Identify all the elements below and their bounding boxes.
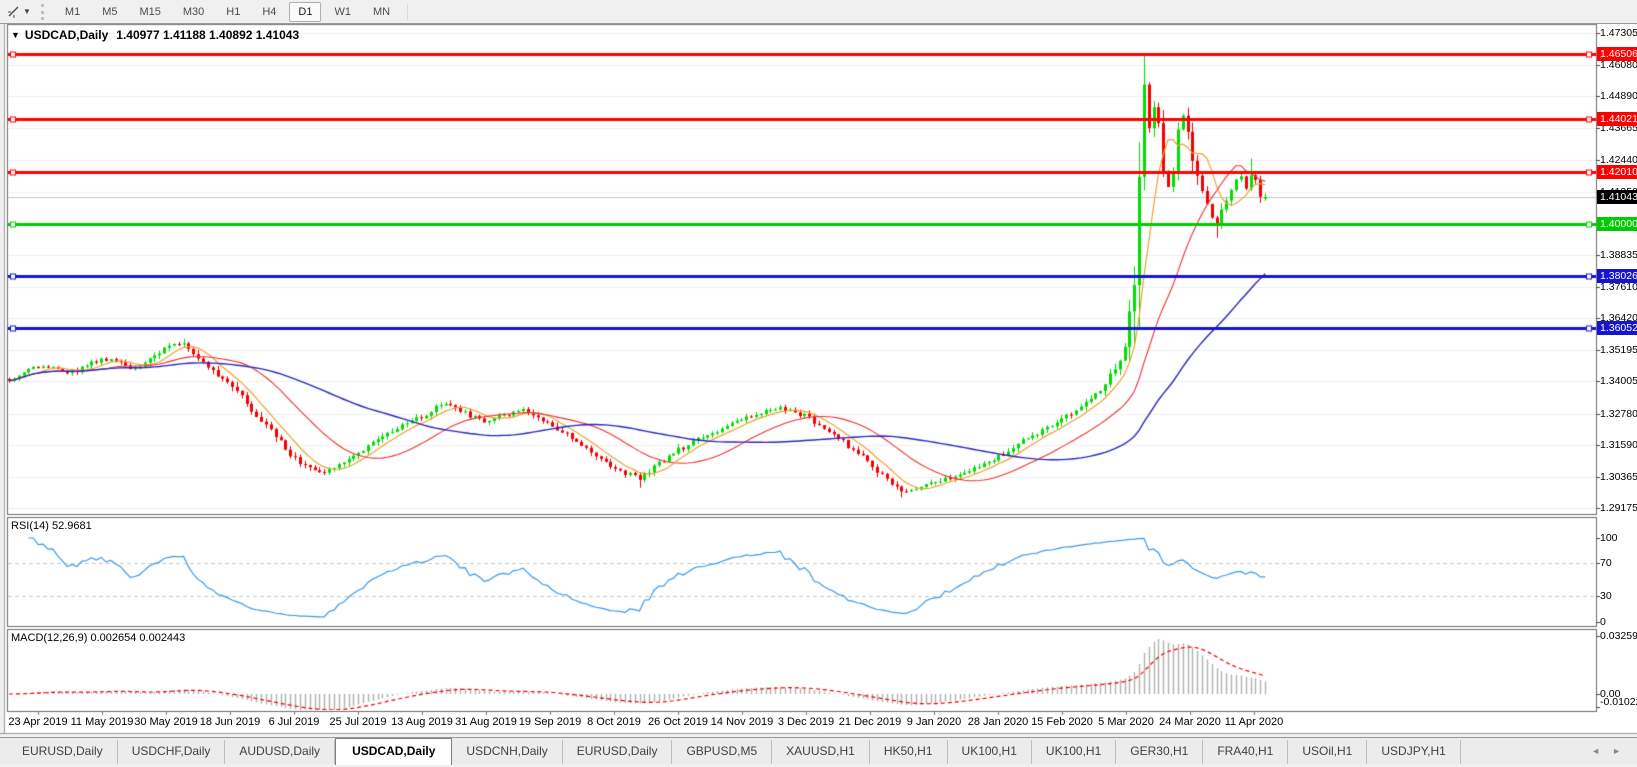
collapse-triangle-icon[interactable]: ▼ xyxy=(11,30,20,40)
toolbar-drag-handle[interactable] xyxy=(40,3,44,20)
price-tick: 1.32780 xyxy=(1600,407,1637,420)
chart-tab-hk50-h1[interactable]: HK50,H1 xyxy=(870,740,948,764)
price-tick: 1.38835 xyxy=(1600,248,1637,261)
timeframe-button-m15[interactable]: M15 xyxy=(139,5,161,18)
chart-tab-uk100-h1[interactable]: UK100,H1 xyxy=(1032,740,1117,764)
chart-tab-ger30-h1[interactable]: GER30,H1 xyxy=(1116,740,1204,764)
chart-tab-usdcad-daily[interactable]: USDCAD,Daily xyxy=(335,738,453,765)
date-label: 18 Jun 2019 xyxy=(199,716,261,728)
timeframe-button-m30[interactable]: M30 xyxy=(182,5,205,18)
chart-tabs: EURUSD,Daily USDCHF,Daily AUDUSD,Daily USDC… xyxy=(0,737,1461,765)
tab-scroll-left-button[interactable]: ◄ xyxy=(1591,746,1601,756)
price-level-badge: 1.38026 xyxy=(1597,269,1637,284)
date-label: 28 Jan 2020 xyxy=(967,716,1029,728)
tab-bar: EURUSD,Daily USDCHF,Daily AUDUSD,Daily USDC… xyxy=(0,737,1637,765)
rsi-tick: 30 xyxy=(1600,590,1612,603)
rsi-tick: 0 xyxy=(1600,615,1606,628)
price-level-badge: 1.36052 xyxy=(1597,320,1637,335)
toolbar-separator xyxy=(407,3,409,20)
timeframe-button-m1[interactable]: M1 xyxy=(64,5,81,18)
date-label: 6 Jul 2019 xyxy=(268,716,320,728)
tab-scrollers: ◄ ► xyxy=(1591,746,1637,764)
chart-tab-eurusd-daily[interactable]: EURUSD,Daily xyxy=(563,740,673,764)
price-tick: 1.35195 xyxy=(1600,344,1637,357)
rsi-label: RSI(14) 52.9681 xyxy=(11,520,92,532)
date-label: 19 Sep 2019 xyxy=(518,716,582,728)
chart-tab-usdjpy-h1[interactable]: USDJPY,H1 xyxy=(1367,740,1461,764)
price-tick: 1.31590 xyxy=(1600,438,1637,451)
price-tick: 1.30365 xyxy=(1600,470,1637,483)
price-tick: 1.43665 xyxy=(1600,122,1637,135)
chart-tab-xauusd-h1[interactable]: XAUUSD,H1 xyxy=(772,740,870,764)
top-toolbar: ▼ M1 M5 M15 M30 H1 H4 D1 W1 MN xyxy=(0,0,1637,24)
ohlc-values: 1.40977 1.41188 1.40892 1.41043 xyxy=(116,28,300,42)
price-level-badge: 1.46506 xyxy=(1597,46,1637,61)
macd-label: MACD(12,26,9) 0.002654 0.002443 xyxy=(11,632,186,644)
cursor-tool-button[interactable]: ▼ xyxy=(0,2,35,22)
price-level-badge: 1.44021 xyxy=(1597,112,1637,127)
macd-tick: 0.00 xyxy=(1600,688,1621,700)
timeframe-button-mn[interactable]: MN xyxy=(372,5,391,18)
date-label: 11 May 2019 xyxy=(70,716,134,728)
date-label: 21 Dec 2019 xyxy=(838,716,902,728)
dropdown-caret-icon: ▼ xyxy=(23,7,31,16)
timeframe-button-h4[interactable]: H4 xyxy=(262,5,277,18)
current-price-badge: 1.41043 xyxy=(1597,190,1637,205)
date-label: 14 Nov 2019 xyxy=(710,716,774,728)
chart-tab-usoil-h1[interactable]: USOil,H1 xyxy=(1288,740,1368,764)
timeframe-button-d1[interactable]: D1 xyxy=(289,1,322,22)
chart-tab-uk100-h1[interactable]: UK100,H1 xyxy=(948,740,1032,764)
date-label: 3 Dec 2019 xyxy=(777,716,835,728)
chart-tab-fra40-h1[interactable]: FRA40,H1 xyxy=(1203,740,1289,764)
date-label: 23 Apr 2019 xyxy=(8,716,68,728)
chart-tab-usdchf-daily[interactable]: USDCHF,Daily xyxy=(118,740,226,764)
macd-tick: 0.032595 xyxy=(1600,630,1637,642)
price-tick: 1.36420 xyxy=(1600,312,1637,325)
date-label: 26 Oct 2019 xyxy=(648,716,708,728)
rsi-tick: 70 xyxy=(1600,557,1612,570)
rsi-tick: 100 xyxy=(1600,532,1618,544)
timeframe-button-m5[interactable]: M5 xyxy=(102,5,118,18)
chart-tab-audusd-daily[interactable]: AUDUSD,Daily xyxy=(225,740,336,764)
date-label: 13 Aug 2019 xyxy=(391,716,453,728)
chart-tab-usdcnh-daily[interactable]: USDCNH,Daily xyxy=(452,740,563,764)
price-tick: 1.42440 xyxy=(1600,154,1637,167)
timeframe-button-h1[interactable]: H1 xyxy=(226,5,241,18)
timeframe-bar: M1 M5 M15 M30 H1 H4 D1 W1 MN xyxy=(54,1,401,22)
date-label: 25 Jul 2019 xyxy=(329,716,387,728)
date-label: 15 Feb 2020 xyxy=(1031,716,1093,728)
symbol-period-label: USDCAD,Daily xyxy=(24,28,109,42)
price-level-badge: 1.40000 xyxy=(1597,217,1637,232)
date-label: 9 Jan 2020 xyxy=(906,716,962,728)
timeframe-button-w1[interactable]: W1 xyxy=(334,5,351,18)
date-label: 5 Mar 2020 xyxy=(1098,716,1154,728)
date-label: 11 Apr 2020 xyxy=(1224,716,1284,728)
chart-title-bar: ▼ USDCAD,Daily 1.40977 1.41188 1.40892 1.4… xyxy=(11,28,299,42)
price-level-badge: 1.42010 xyxy=(1597,164,1637,179)
macd-tick: -0.010227 xyxy=(1600,696,1637,708)
price-tick: 1.47305 xyxy=(1600,27,1637,39)
chart-tab-eurusd-daily[interactable]: EURUSD,Daily xyxy=(8,740,118,764)
date-label: 8 Oct 2019 xyxy=(587,716,641,728)
tab-scroll-right-button[interactable]: ► xyxy=(1612,746,1621,756)
price-tick: 1.34005 xyxy=(1600,375,1637,388)
date-label: 24 Mar 2020 xyxy=(1159,716,1221,728)
date-label: 30 May 2019 xyxy=(134,716,198,728)
date-label: 31 Aug 2019 xyxy=(455,716,517,728)
chart-tab-gbpusd-m5[interactable]: GBPUSD,M5 xyxy=(672,740,773,764)
price-tick: 1.46080 xyxy=(1600,59,1637,72)
crosshair-tool-icon xyxy=(8,6,19,18)
price-tick: 1.37610 xyxy=(1600,281,1637,293)
price-tick: 1.44890 xyxy=(1600,90,1637,103)
price-tick: 1.29175 xyxy=(1600,502,1637,514)
